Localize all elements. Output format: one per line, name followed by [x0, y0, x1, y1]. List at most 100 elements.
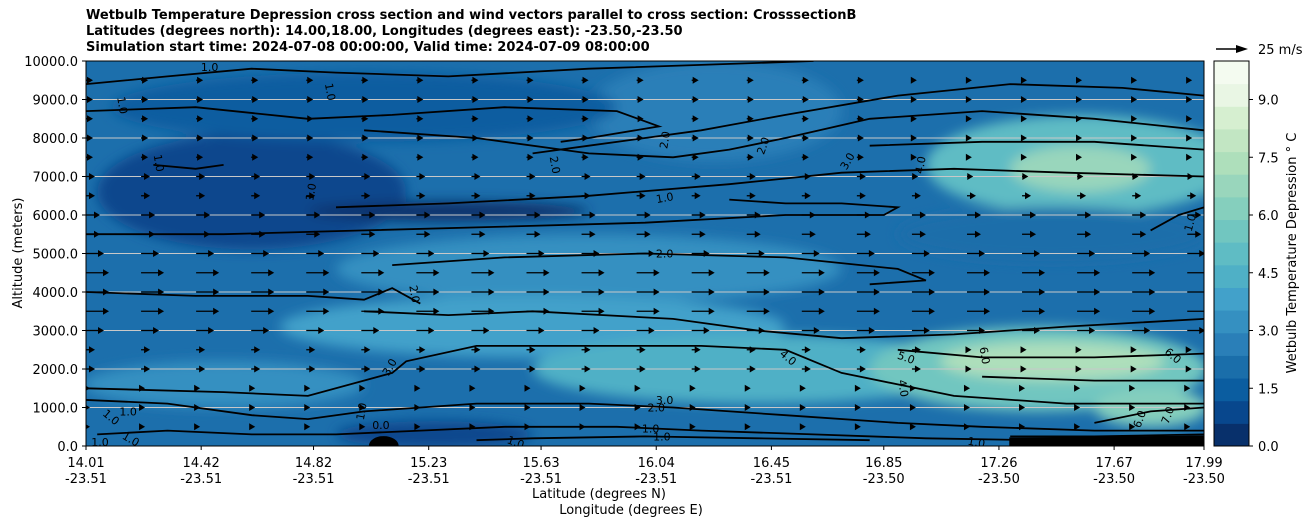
wind-vector [526, 288, 550, 296]
wind-vector [196, 346, 206, 354]
wind-vector [471, 115, 479, 123]
wind-vector [801, 134, 809, 142]
wind-vector [636, 230, 651, 238]
wind-vector [1076, 153, 1083, 161]
wind-vector [1130, 365, 1137, 373]
wind-vector [416, 96, 424, 103]
wind-vector [141, 115, 149, 123]
wind-key: 25 m/s [1216, 43, 1303, 58]
contour-label: 1.0 [119, 405, 137, 418]
wind-vector [581, 96, 589, 103]
contour-label: 2.0 [656, 248, 674, 261]
wind-vector [1022, 288, 1046, 296]
wind-vector [86, 385, 90, 391]
x-tick-label-lat: 16.45 [753, 456, 790, 471]
field-region-10 [86, 361, 365, 408]
wind-vector [361, 153, 369, 161]
y-tick-label: 5000.0 [33, 248, 79, 263]
field-region-13 [111, 72, 617, 142]
wind-vector [416, 115, 424, 123]
wind-vector [1187, 211, 1202, 219]
colorbar-swatch [1214, 151, 1249, 175]
contour-label: 4.0 [913, 155, 929, 174]
wind-vector [691, 173, 701, 180]
wind-vector [746, 134, 754, 142]
wind-vector [196, 192, 206, 200]
wind-vector [636, 250, 655, 257]
wind-vector [1131, 96, 1138, 103]
wind-vector [1076, 134, 1083, 142]
wind-vector [1022, 173, 1029, 180]
contour-line-14 [982, 375, 1204, 382]
wind-vector [1020, 96, 1027, 103]
contour-label: 1.0 [642, 423, 660, 436]
field-region-14 [307, 201, 589, 221]
wind-vector [1022, 211, 1037, 219]
contour-label: 5.0 [896, 349, 917, 367]
wind-vector [581, 250, 600, 257]
x-tick-label-lat: 17.99 [1185, 456, 1222, 471]
wind-vector [86, 307, 109, 315]
wind-vector [909, 404, 916, 411]
wind-vector [1187, 272, 1204, 274]
wind-vector [1075, 346, 1082, 354]
wind-vector [636, 173, 646, 180]
wind-vector [196, 230, 211, 238]
x-tick-label-lon: -23.50 [1183, 472, 1225, 487]
colorbar-tick-label: 6.0 [1258, 209, 1279, 224]
wind-vector [801, 115, 809, 123]
wind-vector [471, 134, 479, 142]
x-tick-label-lat: 14.82 [295, 456, 332, 471]
wind-vector [911, 173, 919, 180]
wind-vector [1077, 230, 1092, 238]
contour-line-6 [335, 167, 1204, 209]
wind-vector [799, 423, 806, 431]
field-region-11 [336, 420, 533, 446]
wind-vector [526, 115, 534, 123]
x-tick-label-lat: 16.04 [638, 456, 675, 471]
wind-vector [965, 153, 972, 161]
wind-vector [251, 327, 270, 334]
wind-vector [1184, 423, 1191, 431]
contour-label: 1.0 [354, 402, 370, 421]
wind-vector [416, 153, 424, 161]
wind-vector [86, 288, 109, 296]
wind-vector [799, 404, 806, 411]
wind-vector [361, 346, 371, 354]
contour-line-16 [97, 425, 1039, 442]
wind-vector [251, 365, 261, 373]
wind-vector [249, 404, 256, 411]
wind-vector [304, 423, 311, 431]
wind-vector [965, 365, 972, 373]
wind-vector [801, 173, 811, 180]
wind-vector [416, 365, 426, 373]
wind-vector [1020, 134, 1027, 142]
contour-label: 6.0 [976, 346, 992, 365]
colorbar-swatch [1214, 61, 1249, 85]
wind-vector [471, 307, 495, 315]
wind-vector [1132, 192, 1142, 200]
wind-vector [86, 405, 90, 410]
wind-vector [856, 192, 866, 200]
wind-vector [526, 307, 550, 315]
contour-line-9 [392, 252, 927, 286]
wind-vector [1077, 173, 1084, 180]
colorbar-swatch [1214, 83, 1249, 107]
wind-vector [1186, 76, 1193, 84]
wind-vector [856, 96, 864, 103]
contour-line-2 [153, 164, 224, 170]
wind-vector [801, 96, 809, 103]
wind-vector [966, 250, 985, 257]
wind-vector [691, 96, 699, 103]
wind-vector [359, 404, 366, 411]
contour-label: 1.0 [967, 435, 986, 451]
wind-vector [1074, 423, 1081, 431]
wind-vector [251, 192, 261, 200]
wind-vector [251, 250, 270, 257]
wind-vector [1187, 291, 1204, 293]
contour-label: 4.0 [895, 379, 911, 398]
wind-vector [361, 134, 369, 142]
colorbar-swatch [1214, 332, 1249, 356]
wind-vector [581, 173, 591, 180]
wind-vector [361, 76, 369, 84]
